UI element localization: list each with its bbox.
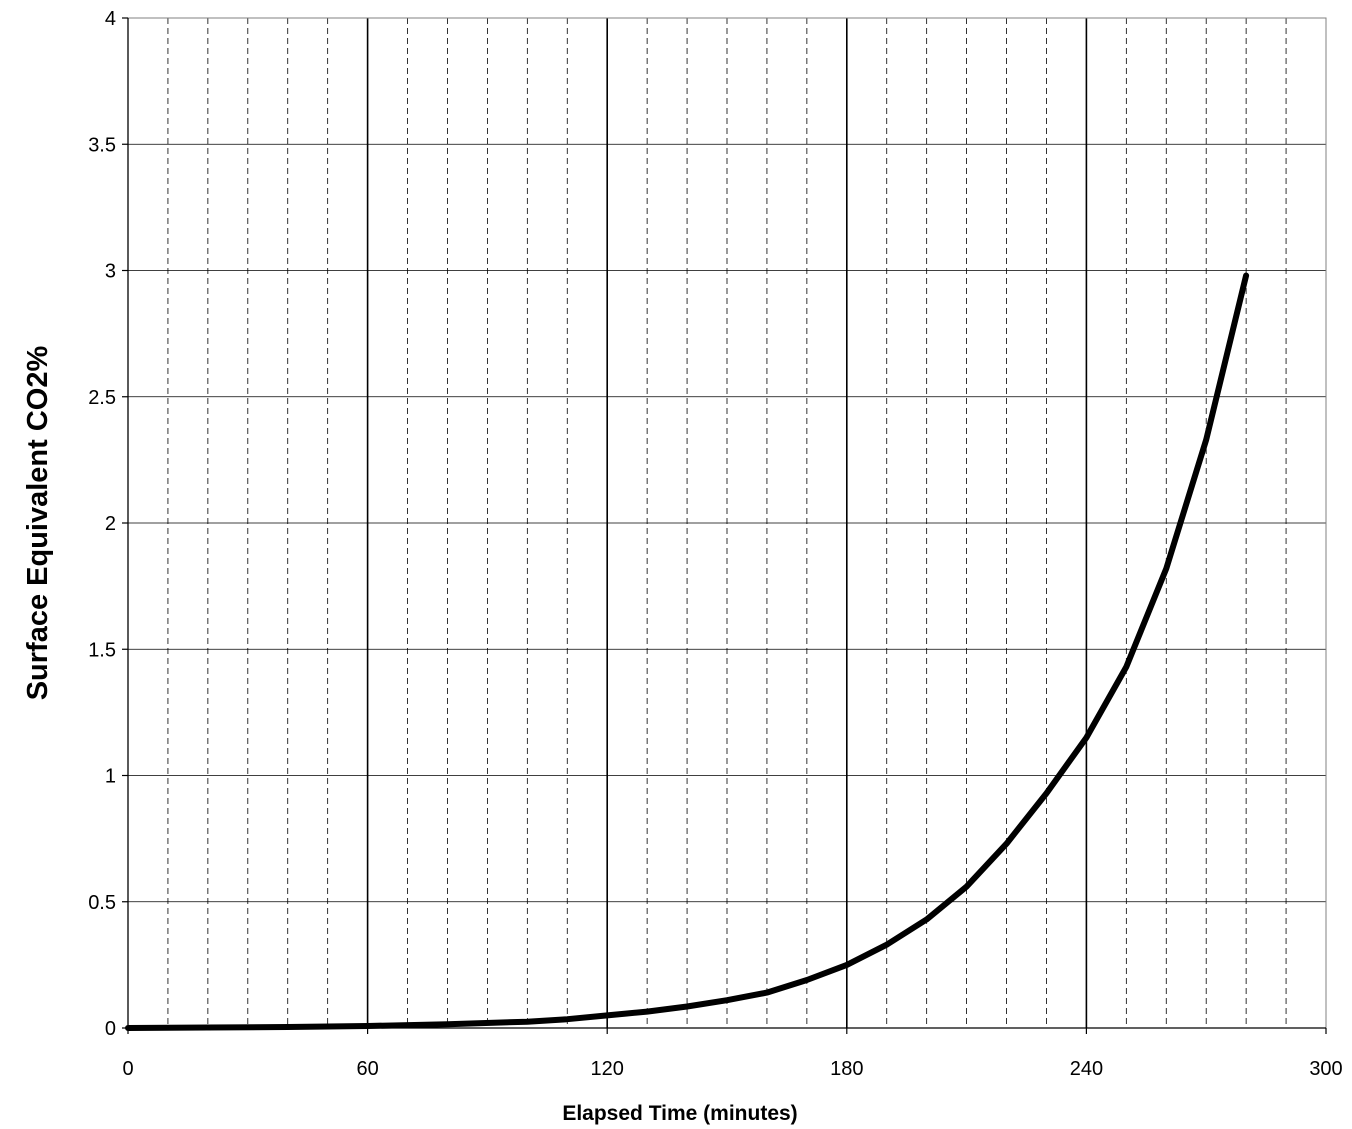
y-tick-label: 2.5 [88, 387, 116, 409]
y-tick-label: 3 [105, 261, 116, 283]
data-point [1004, 841, 1010, 847]
y-tick-label: 1.5 [88, 639, 116, 661]
x-axis-title: Elapsed Time (minutes) [562, 1102, 797, 1125]
y-tick-label: 1 [105, 766, 116, 788]
data-series [125, 272, 1250, 1031]
data-point [1243, 273, 1249, 279]
data-point [964, 884, 970, 890]
axes [122, 17, 1327, 1034]
y-tick-label: 2 [105, 513, 116, 535]
data-point [564, 1016, 570, 1022]
data-point [804, 977, 810, 983]
y-tick-label: 0.5 [88, 892, 116, 914]
x-tick-label: 120 [591, 1058, 624, 1080]
x-axis-tick-labels: 0 60 120 180 240 300 [122, 1058, 1342, 1080]
data-point [1043, 790, 1049, 796]
data-point [884, 942, 890, 948]
y-tick-label: 3.5 [88, 134, 116, 156]
data-point [1083, 735, 1089, 741]
data-point [604, 1012, 610, 1018]
data-point [724, 997, 730, 1003]
data-point [444, 1021, 450, 1027]
data-point [924, 916, 930, 922]
x-tick-label: 0 [122, 1058, 133, 1080]
x-tick-label: 300 [1309, 1058, 1342, 1080]
y-tick-label: 4 [105, 8, 116, 30]
data-point [524, 1019, 530, 1025]
data-point [365, 1023, 371, 1029]
data-point [764, 990, 770, 996]
data-point [644, 1009, 650, 1015]
y-tick-label: 0 [105, 1018, 116, 1040]
data-point [1163, 565, 1169, 571]
data-point [844, 962, 850, 968]
x-tick-label: 60 [356, 1058, 378, 1080]
data-point [684, 1004, 690, 1010]
y-axis-tick-labels: 0 0.5 1 1.5 2 2.5 3 3.5 4 [88, 8, 116, 1040]
x-tick-label: 180 [830, 1058, 863, 1080]
data-point [1203, 437, 1209, 443]
series-line [125, 272, 1250, 1031]
data-point [205, 1024, 211, 1030]
data-point [125, 1025, 131, 1031]
x-tick-label: 240 [1070, 1058, 1103, 1080]
grid-lines [128, 17, 1326, 1028]
y-axis-title: Surface Equivalent CO2% [22, 346, 54, 701]
data-point [285, 1024, 291, 1030]
data-point [1123, 664, 1129, 670]
